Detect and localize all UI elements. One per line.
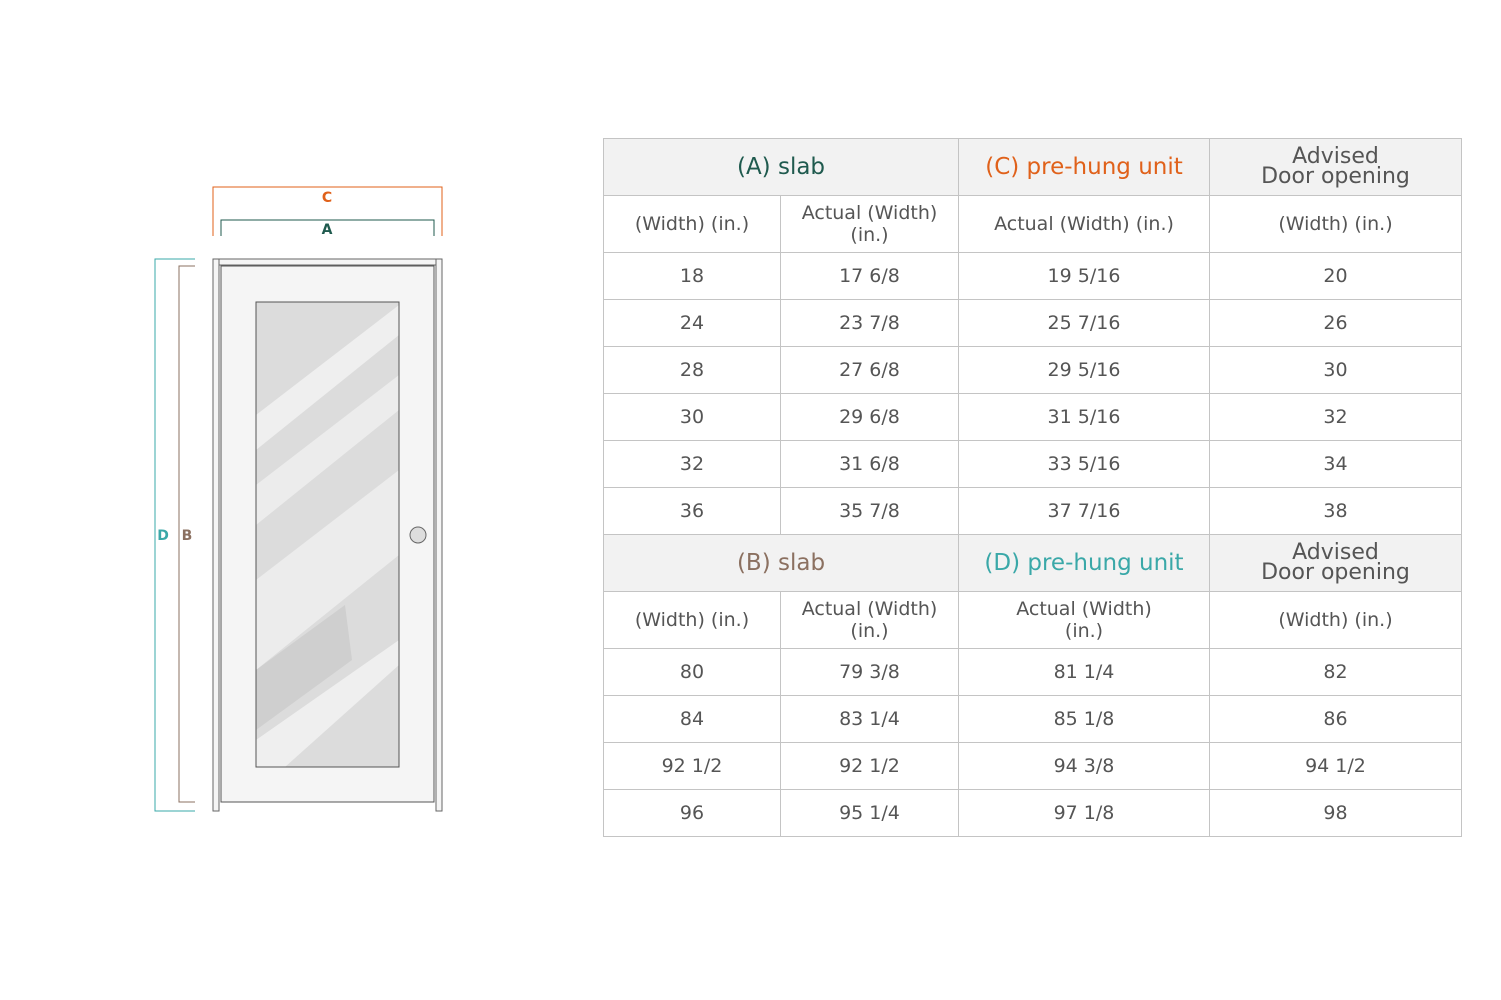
column-header: (Width) (in.)	[1209, 195, 1462, 253]
prehung-d-header: (D) pre-hung unit	[958, 534, 1210, 592]
table-cell: 29 5/16	[958, 346, 1210, 394]
door-frame-left	[212, 258, 220, 812]
table-cell: 83 1/4	[780, 695, 959, 743]
door-knob	[409, 526, 427, 544]
table-cell: 80	[603, 648, 781, 696]
column-header: (Width) (in.)	[603, 195, 781, 253]
table-row: 28 27 6/8 29 5/16 30	[603, 346, 1462, 394]
table-cell: 92 1/2	[780, 742, 959, 790]
table-cell: 18	[603, 252, 781, 300]
table-cell: 23 7/8	[780, 299, 959, 347]
table-cell: 94 3/8	[958, 742, 1210, 790]
table-cell: 86	[1209, 695, 1462, 743]
table-cell: 97 1/8	[958, 789, 1210, 837]
door-diagram: C A D B	[154, 186, 443, 812]
table-cell: 32	[603, 440, 781, 488]
dimension-a-label: A	[322, 222, 333, 238]
table-cell: 92 1/2	[603, 742, 781, 790]
table-cell: 33 5/16	[958, 440, 1210, 488]
dimension-b-label: B	[182, 528, 193, 544]
table-row: 92 1/2 92 1/2 94 3/8 94 1/2	[603, 742, 1462, 790]
table-cell: 32	[1209, 393, 1462, 441]
height-subheader-row: (Width) (in.) Actual (Width) (in.) Actua…	[603, 591, 1462, 649]
table-cell: 38	[1209, 487, 1462, 535]
prehung-c-header: (C) pre-hung unit	[958, 138, 1210, 196]
column-header: Actual (Width) (in.)	[780, 591, 959, 649]
table-row: 84 83 1/4 85 1/8 86	[603, 695, 1462, 743]
door-frame-top	[218, 258, 437, 266]
table-cell: 24	[603, 299, 781, 347]
table-row: 96 95 1/4 97 1/8 98	[603, 789, 1462, 837]
table-cell: 94 1/2	[1209, 742, 1462, 790]
table-cell: 27 6/8	[780, 346, 959, 394]
height-header-row: (B) slab (D) pre-hung unit Advised Door o…	[603, 534, 1462, 592]
dimension-a-line	[220, 219, 435, 236]
table-cell: 34	[1209, 440, 1462, 488]
table-cell: 31 5/16	[958, 393, 1210, 441]
table-row: 30 29 6/8 31 5/16 32	[603, 393, 1462, 441]
table-cell: 84	[603, 695, 781, 743]
slab-a-header: (A) slab	[603, 138, 959, 196]
table-cell: 98	[1209, 789, 1462, 837]
advised-opening-header: Advised Door opening	[1209, 138, 1462, 196]
width-header-row: (A) slab (C) pre-hung unit Advised Door o…	[603, 138, 1462, 196]
table-cell: 96	[603, 789, 781, 837]
column-header: Actual (Width) (in.)	[958, 195, 1210, 253]
advised-opening-header: Advised Door opening	[1209, 534, 1462, 592]
table-cell: 30	[1209, 346, 1462, 394]
table-cell: 95 1/4	[780, 789, 959, 837]
table-cell: 35 7/8	[780, 487, 959, 535]
door-glass	[256, 302, 399, 767]
table-cell: 20	[1209, 252, 1462, 300]
dimension-c-line	[212, 186, 443, 236]
table-cell: 29 6/8	[780, 393, 959, 441]
table-row: 36 35 7/8 37 7/16 38	[603, 487, 1462, 535]
table-cell: 79 3/8	[780, 648, 959, 696]
column-header: Actual (Width) (in.)	[958, 591, 1210, 649]
table-row: 32 31 6/8 33 5/16 34	[603, 440, 1462, 488]
table-cell: 37 7/16	[958, 487, 1210, 535]
dimension-d-label: D	[157, 528, 169, 544]
table-cell: 25 7/16	[958, 299, 1210, 347]
table-cell: 17 6/8	[780, 252, 959, 300]
column-header: (Width) (in.)	[1209, 591, 1462, 649]
width-subheader-row: (Width) (in.) Actual (Width) (in.) Actua…	[603, 195, 1462, 253]
table-cell: 19 5/16	[958, 252, 1210, 300]
table-cell: 85 1/8	[958, 695, 1210, 743]
table-row: 24 23 7/8 25 7/16 26	[603, 299, 1462, 347]
table-row: 80 79 3/8 81 1/4 82	[603, 648, 1462, 696]
column-header: (Width) (in.)	[603, 591, 781, 649]
slab-b-header: (B) slab	[603, 534, 959, 592]
table-cell: 26	[1209, 299, 1462, 347]
column-header: Actual (Width) (in.)	[780, 195, 959, 253]
table-cell: 28	[603, 346, 781, 394]
table-cell: 82	[1209, 648, 1462, 696]
dimension-b-line	[178, 265, 195, 803]
door-size-table: (A) slab (C) pre-hung unit Advised Door o…	[603, 138, 1462, 837]
table-row: 18 17 6/8 19 5/16 20	[603, 252, 1462, 300]
table-cell: 30	[603, 393, 781, 441]
table-cell: 31 6/8	[780, 440, 959, 488]
dimension-c-label: C	[322, 190, 332, 206]
door-frame-right	[435, 258, 443, 812]
table-cell: 81 1/4	[958, 648, 1210, 696]
dimension-d-line	[154, 258, 195, 812]
table-cell: 36	[603, 487, 781, 535]
